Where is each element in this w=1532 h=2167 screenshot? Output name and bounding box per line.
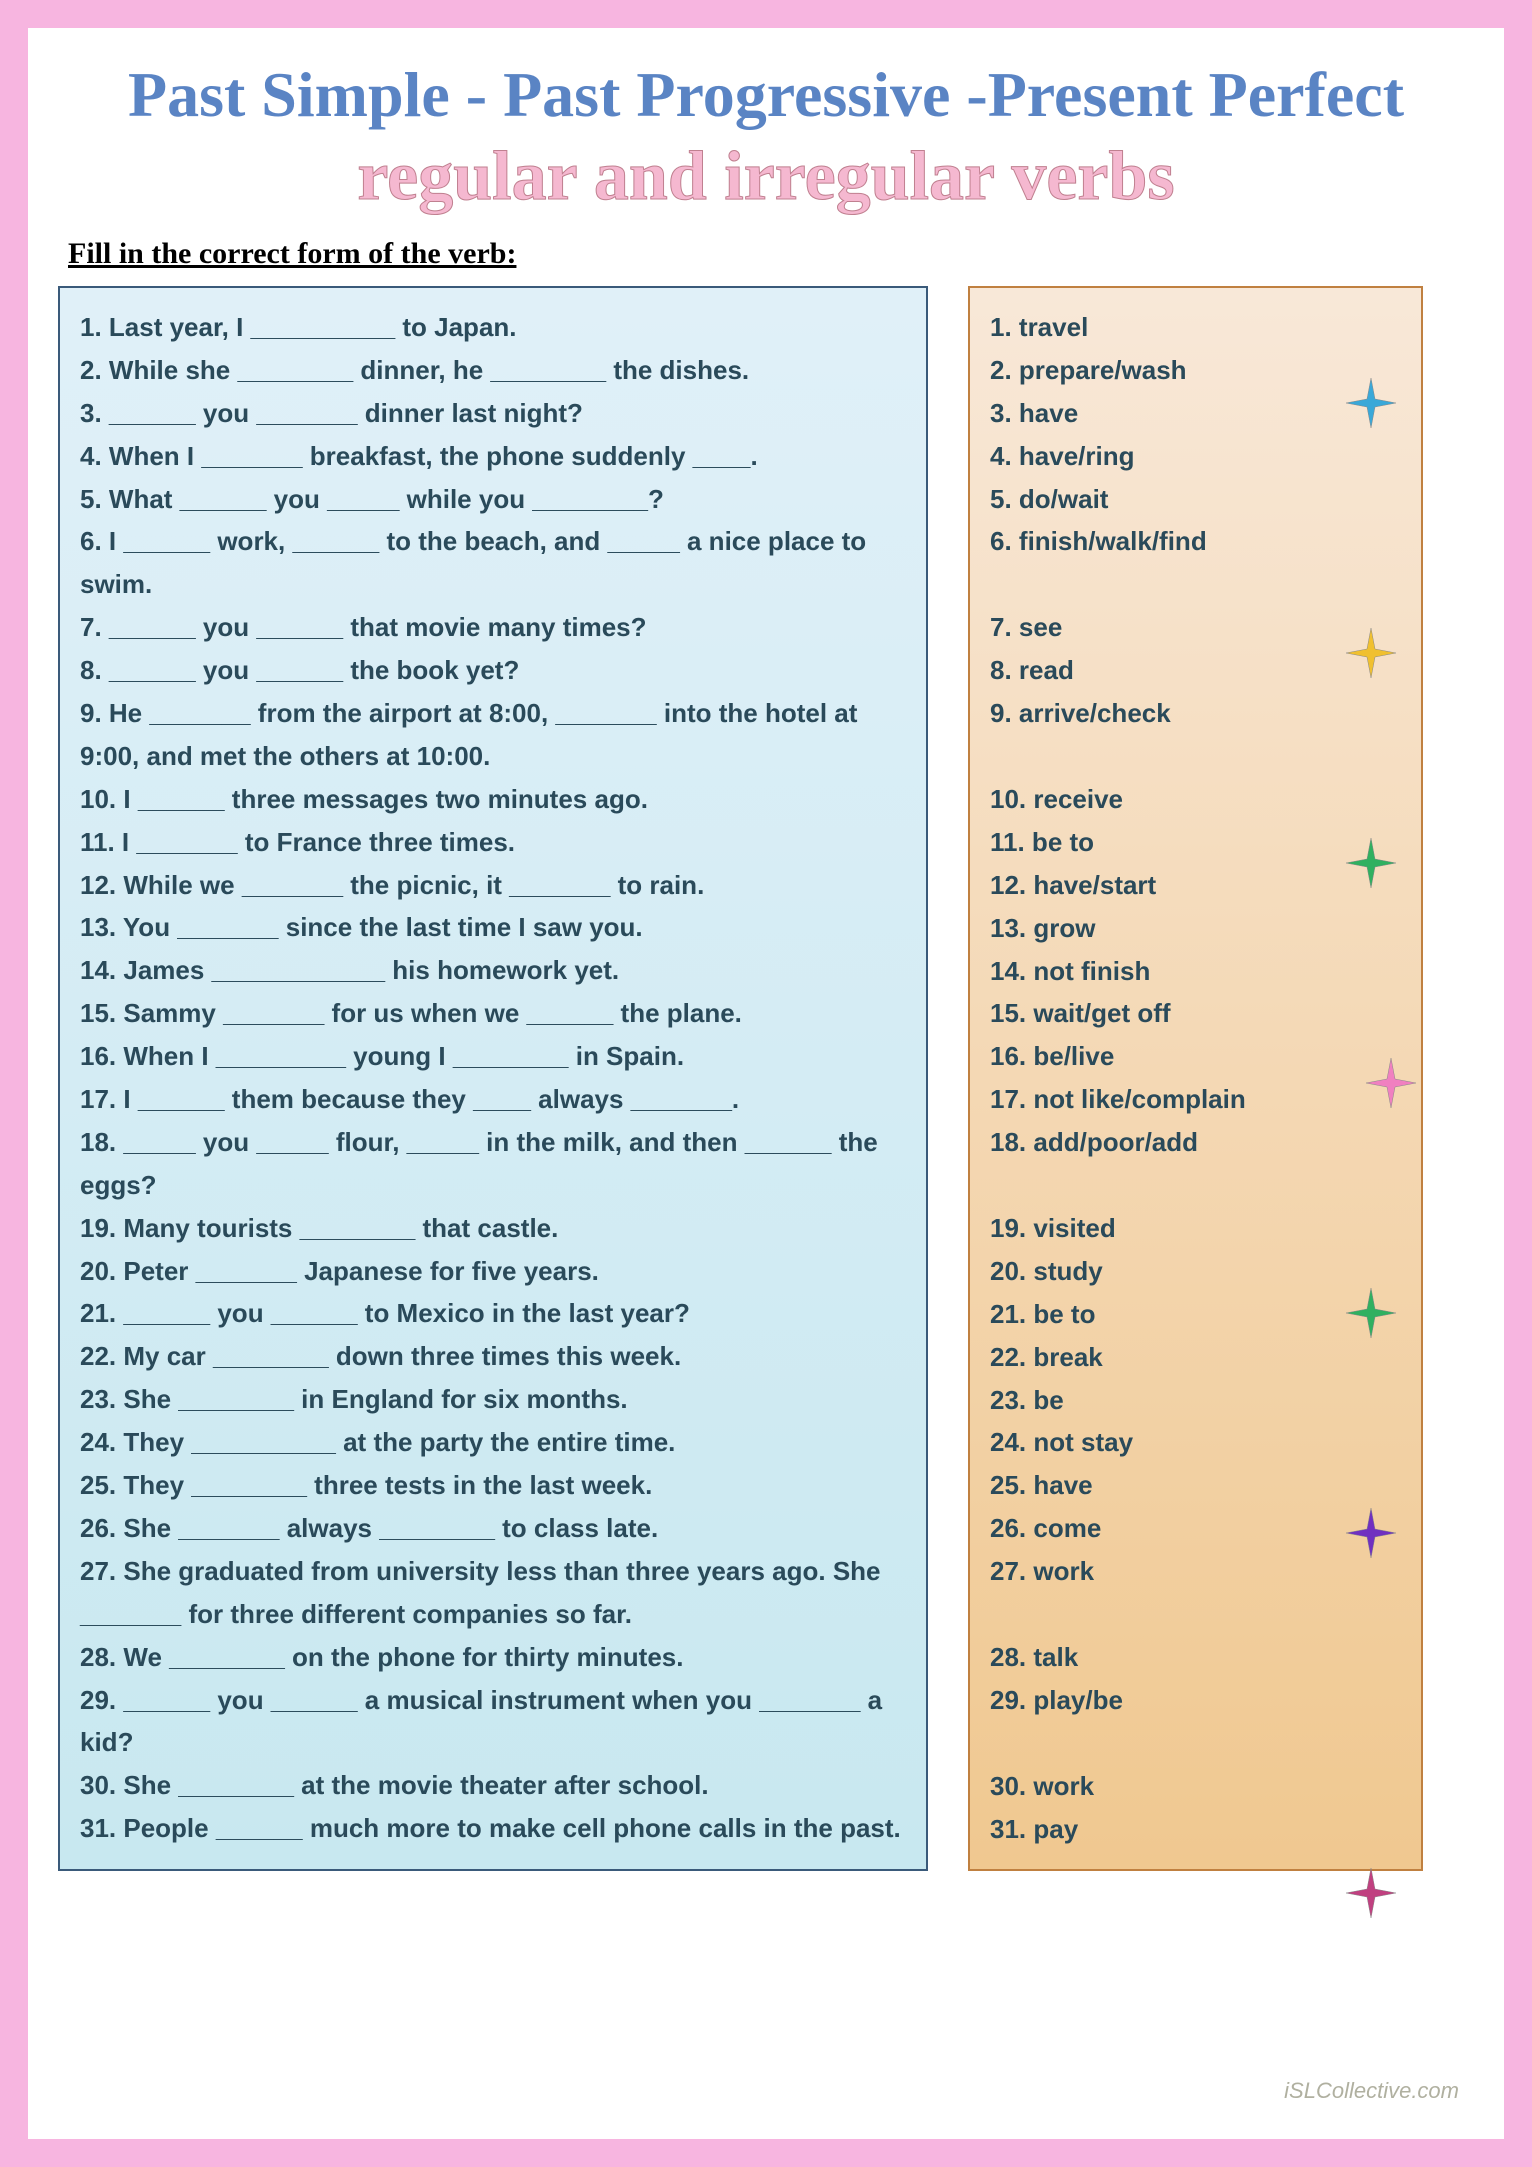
- watermark: iSLCollective.com: [1284, 2078, 1459, 2104]
- star-icon: [1346, 1508, 1396, 1558]
- worksheet-page: Past Simple - Past Progressive -Present …: [0, 0, 1532, 2167]
- answer-line: 10. receive: [990, 778, 1401, 821]
- answer-spacer: [990, 563, 1401, 606]
- question-line: 21. ______ you ______ to Mexico in the l…: [80, 1292, 906, 1335]
- answer-line: 9. arrive/check: [990, 692, 1401, 735]
- question-line: 13. You _______ since the last time I sa…: [80, 906, 906, 949]
- answer-line: 24. not stay: [990, 1421, 1401, 1464]
- page-title-line2: regular and irregular verbs: [58, 137, 1474, 217]
- page-title-line1: Past Simple - Past Progressive -Present …: [58, 58, 1474, 132]
- answer-line: 29. play/be: [990, 1679, 1401, 1722]
- answer-line: 21. be to: [990, 1293, 1401, 1336]
- question-line: 9. He _______ from the airport at 8:00, …: [80, 692, 906, 778]
- question-line: 11. I _______ to France three times.: [80, 821, 906, 864]
- answer-line: 22. break: [990, 1336, 1401, 1379]
- question-line: 8. ______ you ______ the book yet?: [80, 649, 906, 692]
- question-line: 29. ______ you ______ a musical instrume…: [80, 1679, 906, 1765]
- question-line: 10. I ______ three messages two minutes …: [80, 778, 906, 821]
- question-line: 19. Many tourists ________ that castle.: [80, 1207, 906, 1250]
- answer-line: 4. have/ring: [990, 435, 1401, 478]
- question-line: 24. They __________ at the party the ent…: [80, 1421, 906, 1464]
- content-row: 1. Last year, I __________ to Japan.2. W…: [58, 286, 1474, 1871]
- question-line: 27. She graduated from university less t…: [80, 1550, 906, 1636]
- answer-spacer: [990, 1722, 1401, 1765]
- answer-line: 5. do/wait: [990, 478, 1401, 521]
- answer-spacer: [990, 735, 1401, 778]
- question-line: 6. I ______ work, ______ to the beach, a…: [80, 520, 906, 606]
- answer-line: 12. have/start: [990, 864, 1401, 907]
- question-line: 22. My car ________ down three times thi…: [80, 1335, 906, 1378]
- answer-line: 31. pay: [990, 1808, 1401, 1851]
- answers-box: 1. travel2. prepare/wash3. have4. have/r…: [968, 286, 1423, 1871]
- star-icon: [1346, 1288, 1396, 1338]
- question-line: 25. They ________ three tests in the las…: [80, 1464, 906, 1507]
- question-line: 14. James ____________ his homework yet.: [80, 949, 906, 992]
- question-line: 23. She ________ in England for six mont…: [80, 1378, 906, 1421]
- question-line: 1. Last year, I __________ to Japan.: [80, 306, 906, 349]
- answer-line: 3. have: [990, 392, 1401, 435]
- question-line: 3. ______ you _______ dinner last night?: [80, 392, 906, 435]
- star-icon: [1346, 838, 1396, 888]
- answer-line: 23. be: [990, 1379, 1401, 1422]
- question-line: 2. While she ________ dinner, he _______…: [80, 349, 906, 392]
- question-line: 16. When I _________ young I ________ in…: [80, 1035, 906, 1078]
- answer-line: 28. talk: [990, 1636, 1401, 1679]
- answer-line: 11. be to: [990, 821, 1401, 864]
- star-icon: [1366, 1058, 1416, 1108]
- answer-spacer: [990, 1164, 1401, 1207]
- question-line: 12. While we _______ the picnic, it ____…: [80, 864, 906, 907]
- answer-spacer: [990, 1593, 1401, 1636]
- answer-line: 8. read: [990, 649, 1401, 692]
- answer-line: 6. finish/walk/find: [990, 520, 1401, 563]
- question-line: 4. When I _______ breakfast, the phone s…: [80, 435, 906, 478]
- star-icon: [1346, 1868, 1396, 1918]
- answer-line: 1. travel: [990, 306, 1401, 349]
- answer-line: 26. come: [990, 1507, 1401, 1550]
- answer-line: 14. not finish: [990, 950, 1401, 993]
- question-line: 20. Peter _______ Japanese for five year…: [80, 1250, 906, 1293]
- question-line: 30. She ________ at the movie theater af…: [80, 1764, 906, 1807]
- answer-line: 16. be/live: [990, 1035, 1401, 1078]
- answer-line: 27. work: [990, 1550, 1401, 1593]
- answer-line: 30. work: [990, 1765, 1401, 1808]
- question-line: 5. What ______ you _____ while you _____…: [80, 478, 906, 521]
- answer-line: 7. see: [990, 606, 1401, 649]
- question-line: 28. We ________ on the phone for thirty …: [80, 1636, 906, 1679]
- question-line: 17. I ______ them because they ____ alwa…: [80, 1078, 906, 1121]
- answer-line: 13. grow: [990, 907, 1401, 950]
- answer-line: 18. add/poor/add: [990, 1121, 1401, 1164]
- answer-line: 15. wait/get off: [990, 992, 1401, 1035]
- question-line: 18. _____ you _____ flour, _____ in the …: [80, 1121, 906, 1207]
- instruction-text: Fill in the correct form of the verb:: [68, 237, 1474, 271]
- star-icon: [1346, 378, 1396, 428]
- answer-line: 20. study: [990, 1250, 1401, 1293]
- star-icon: [1346, 628, 1396, 678]
- question-line: 26. She _______ always ________ to class…: [80, 1507, 906, 1550]
- question-line: 7. ______ you ______ that movie many tim…: [80, 606, 906, 649]
- answer-line: 19. visited: [990, 1207, 1401, 1250]
- answer-line: 2. prepare/wash: [990, 349, 1401, 392]
- question-line: 15. Sammy _______ for us when we ______ …: [80, 992, 906, 1035]
- answer-line: 17. not like/complain: [990, 1078, 1401, 1121]
- questions-box: 1. Last year, I __________ to Japan.2. W…: [58, 286, 928, 1871]
- answer-line: 25. have: [990, 1464, 1401, 1507]
- question-line: 31. People ______ much more to make cell…: [80, 1807, 906, 1850]
